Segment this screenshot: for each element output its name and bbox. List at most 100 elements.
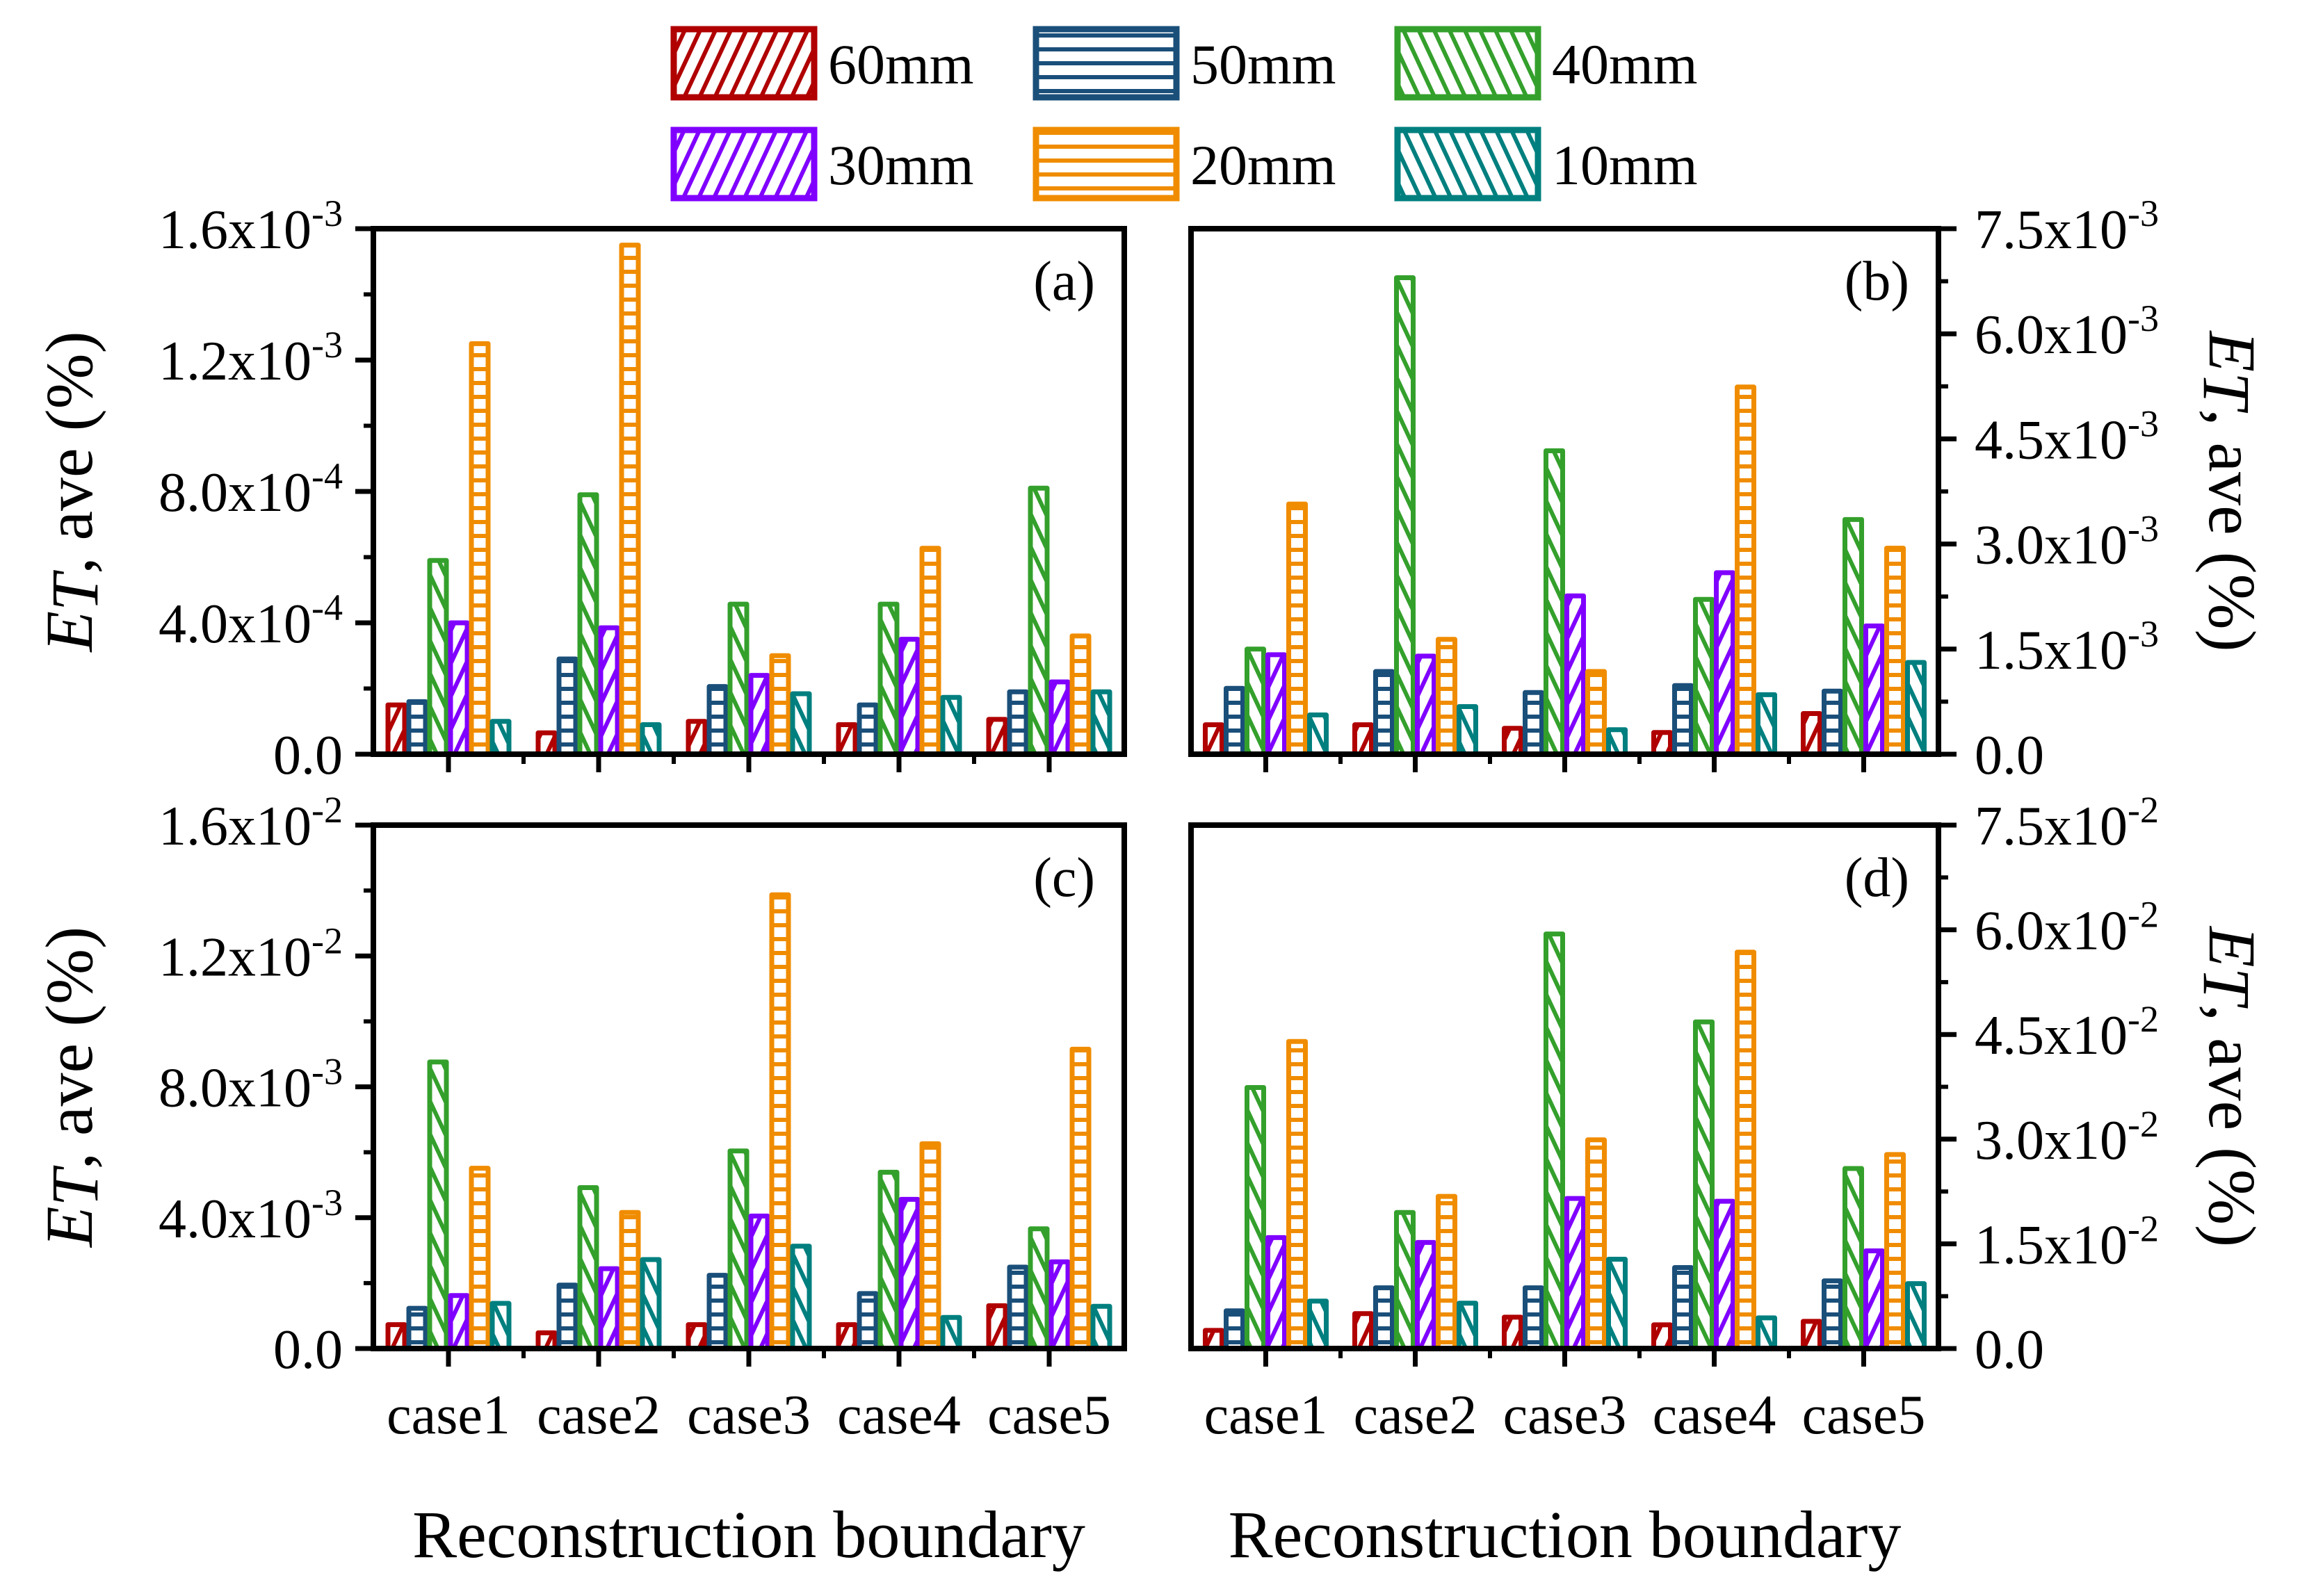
bar-10mm-case2 [640,1257,662,1351]
bar-30mm-case5 [1863,1248,1885,1351]
y-axis-title: ET, ave (%) [2189,329,2269,651]
bar-60mm-case4 [1651,1322,1673,1351]
legend-swatch [670,127,818,202]
y-tick-exponent: -2 [2128,894,2159,936]
legend-item: 60mm [670,26,974,101]
panel-a: 0.04.0x10-48.0x10-41.2x10-31.6x10-3(a)ET… [32,193,1127,786]
y-title-e: E [2195,329,2269,372]
bar-10mm-case3 [1606,727,1628,757]
y-tick-mantissa: 1.2x10 [159,927,311,988]
legend-item: 30mm [670,127,974,202]
y-tick-label: 0.0 [273,1319,343,1381]
bar-50mm-case4 [857,1291,879,1351]
bar-30mm-case1 [448,1293,470,1351]
bar-60mm-case1 [1203,722,1224,757]
panel-b: 0.01.5x10-33.0x10-34.5x10-36.0x10-37.5x1… [1188,193,2269,786]
y-tick-label: 0.0 [1975,725,2044,786]
bar-20mm-case1 [469,341,491,757]
y-tick-label: 6.0x10-2 [1975,894,2159,962]
bar-50mm-case1 [1224,685,1245,757]
y-tick-exponent: -2 [311,789,343,831]
y-tick-label: 1.2x10-3 [159,324,343,392]
bar-40mm-case5 [1843,516,1864,757]
bar-10mm-case5 [1090,689,1112,757]
bar-10mm-case1 [1307,712,1329,757]
panel-c: case1 case2 case3 case4 case50.04.0x10-38.0x… [32,789,1127,1572]
bar-40mm-case2 [577,1184,599,1351]
bar-20mm-case4 [919,546,941,757]
bar-50mm-case5 [1822,1278,1843,1351]
bar-40mm-case4 [1693,596,1715,757]
bar-50mm-case3 [1523,690,1544,757]
bar-50mm-case5 [1007,689,1029,757]
bar-30mm-case5 [1048,1259,1071,1351]
bar-20mm-case4 [1735,384,1756,757]
bar-20mm-case1 [1286,1039,1308,1351]
bar-40mm-case4 [1693,1019,1715,1351]
x-tick-label: case2 [1354,1385,1477,1446]
y-tick-mantissa: 7.5x10 [1975,796,2128,857]
y-tick-label: 4.5x10-2 [1975,998,2159,1066]
y-tick-exponent: -3 [2128,298,2159,339]
bar-60mm-case3 [1502,726,1523,757]
y-title-rest: , ave (%) [32,927,106,1169]
x-tick-label: case4 [837,1385,961,1446]
x-tick-label: case2 [537,1385,661,1446]
y-tick-mantissa: 4.0x10 [159,1189,311,1250]
bar-60mm-case3 [1502,1314,1523,1351]
y-tick-mantissa: 3.0x10 [1975,515,2128,576]
y-title-rest: , ave (%) [2195,1004,2269,1247]
x-tick-label: case1 [1204,1385,1328,1446]
x-axis-title: Reconstruction boundary [412,1497,1085,1572]
y-tick-label: 8.0x10-4 [159,455,343,523]
bar-10mm-case5 [1090,1303,1112,1351]
bar-10mm-case1 [1307,1298,1329,1351]
x-tick-label: case5 [987,1385,1111,1446]
y-tick-mantissa: 3.0x10 [1975,1110,2128,1171]
y-tick-mantissa: 8.0x10 [159,1058,311,1119]
legend: 60mm 50mm 40mm 30mm 20mm 10mm [670,26,1698,202]
bar-50mm-case3 [1523,1285,1544,1351]
bar-30mm-case5 [1863,624,1885,757]
bar-50mm-case4 [857,702,879,757]
bar-60mm-case4 [1651,730,1673,757]
bar-30mm-case4 [1714,570,1735,757]
legend-label: 60mm [828,33,974,96]
bar-40mm-case3 [1544,931,1565,1351]
y-title-e: E [2195,925,2269,968]
y-title-e: E [32,611,106,653]
bar-30mm-case3 [748,1213,770,1351]
y-axis-title: ET, ave (%) [2189,925,2269,1247]
legend-swatch [1032,127,1180,202]
bar-50mm-case3 [706,684,729,757]
bar-10mm-case4 [940,694,962,757]
y-tick-mantissa: 4.5x10 [1975,1005,2128,1066]
bar-20mm-case2 [1436,1194,1457,1351]
bar-30mm-case2 [598,1266,620,1351]
bar-10mm-case4 [940,1314,962,1351]
y-tick-mantissa: 4.0x10 [159,594,311,655]
bar-20mm-case1 [469,1166,491,1351]
y-title-t: T [38,569,112,611]
y-tick-label: 4.5x10-3 [1975,402,2159,471]
y-title-t: T [38,1164,112,1206]
y-tick-mantissa: 6.0x10 [1975,901,2128,962]
bar-20mm-case4 [1735,950,1756,1351]
y-tick-label: 8.0x10-3 [159,1051,343,1119]
y-tick-label: 7.5x10-3 [1975,193,2159,261]
y-title-t: T [2189,372,2264,414]
bar-50mm-case5 [1007,1264,1029,1351]
bar-20mm-case5 [1069,633,1092,757]
bar-10mm-case5 [1905,1281,1927,1351]
legend-swatch [1394,127,1541,202]
legend-label: 30mm [828,133,974,197]
panels: 0.04.0x10-48.0x10-41.2x10-31.6x10-3(a)ET… [32,193,2269,1572]
bar-30mm-case3 [1564,1196,1586,1351]
y-tick-exponent: -2 [2128,1207,2159,1249]
bar-50mm-case1 [1224,1308,1245,1351]
bar-20mm-case2 [619,243,641,757]
bar-50mm-case2 [1373,669,1395,757]
y-tick-label: 1.6x10-2 [159,789,343,857]
bar-50mm-case4 [1672,683,1694,757]
y-tick-exponent: -3 [2128,508,2159,550]
